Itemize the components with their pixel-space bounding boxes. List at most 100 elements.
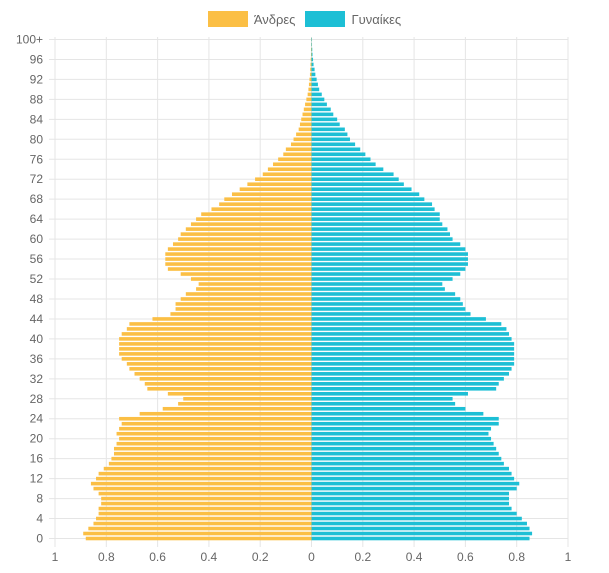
bar-females <box>312 312 471 316</box>
bar-females <box>312 357 515 361</box>
bar-females <box>312 48 313 52</box>
bar-females <box>312 407 466 411</box>
y-tick-label: 92 <box>30 72 44 86</box>
legend-item-females[interactable]: Γυναίκες <box>305 11 401 27</box>
bar-males <box>86 537 312 541</box>
bar-females <box>312 138 350 142</box>
bar-females <box>312 442 494 446</box>
bar-males <box>119 342 311 346</box>
bar-females <box>312 467 510 471</box>
y-tick-label: 40 <box>30 332 44 346</box>
bar-males <box>199 282 312 286</box>
bar-males <box>96 477 311 481</box>
bar-males <box>310 63 311 67</box>
x-tick-label: 1 <box>565 550 572 564</box>
bar-females <box>312 457 502 461</box>
legend-label-females: Γυναίκες <box>351 12 401 27</box>
bar-females <box>312 217 440 221</box>
bar-females <box>312 167 384 171</box>
bar-females <box>312 133 348 137</box>
bar-females <box>312 212 440 216</box>
bar-females <box>312 482 520 486</box>
bar-males <box>186 292 312 296</box>
bar-males <box>114 452 312 456</box>
bar-males <box>191 222 312 226</box>
bar-females <box>312 432 489 436</box>
bar-females <box>312 402 456 406</box>
bar-females <box>312 237 453 241</box>
bar-females <box>312 487 517 491</box>
bar-females <box>312 302 463 306</box>
bar-males <box>308 88 311 92</box>
bar-males <box>296 133 311 137</box>
bar-females <box>312 202 433 206</box>
bar-males <box>145 382 312 386</box>
bar-males <box>181 297 312 301</box>
bar-females <box>312 197 425 201</box>
legend: Άνδρες Γυναίκες <box>0 9 609 29</box>
bar-males <box>140 412 312 416</box>
bar-males <box>305 103 311 107</box>
bar-females <box>312 187 412 191</box>
bar-males <box>278 157 311 161</box>
legend-item-males[interactable]: Άνδρες <box>208 11 296 27</box>
bar-males <box>129 322 311 326</box>
bar-males <box>303 113 312 117</box>
bar-males <box>119 337 311 341</box>
bar-males <box>255 177 311 181</box>
bar-females <box>312 73 316 77</box>
y-tick-label: 60 <box>30 232 44 246</box>
bar-females <box>312 332 510 336</box>
y-tick-label: 0 <box>36 532 43 546</box>
bar-males <box>119 427 311 431</box>
bar-males <box>310 68 311 72</box>
bar-males <box>117 432 312 436</box>
bar-males <box>122 357 312 361</box>
bar-males <box>309 83 312 87</box>
bar-males <box>96 517 311 521</box>
bar-females <box>312 53 313 57</box>
bar-males <box>306 98 311 102</box>
legend-swatch-males <box>208 11 248 27</box>
bar-males <box>196 217 311 221</box>
bar-females <box>312 452 499 456</box>
bar-females <box>312 162 376 166</box>
bar-males <box>99 512 312 516</box>
bar-males <box>232 192 312 196</box>
bar-males <box>127 362 312 366</box>
x-tick-label: 0.4 <box>201 550 218 564</box>
bar-males <box>178 237 311 241</box>
legend-swatch-females <box>305 11 345 27</box>
x-tick-label: 0 <box>308 550 315 564</box>
bar-males <box>191 277 312 281</box>
bar-males <box>93 487 311 491</box>
bar-females <box>312 257 468 261</box>
bar-females <box>312 118 338 122</box>
x-tick-label: 0.8 <box>508 550 525 564</box>
bar-males <box>104 467 312 471</box>
bar-males <box>183 397 311 401</box>
bar-females <box>312 322 502 326</box>
bar-males <box>140 377 312 381</box>
bar-females <box>312 522 527 526</box>
bar-females <box>312 362 515 366</box>
bar-males <box>122 422 312 426</box>
bar-females <box>312 297 461 301</box>
bar-males <box>211 207 311 211</box>
bar-females <box>312 242 461 246</box>
bar-females <box>312 272 461 276</box>
bar-females <box>312 207 435 211</box>
bar-females <box>312 392 468 396</box>
bar-females <box>312 367 512 371</box>
bar-males <box>99 507 312 511</box>
bar-females <box>312 422 499 426</box>
bar-males <box>181 232 312 236</box>
bar-males <box>91 482 312 486</box>
bar-females <box>312 377 504 381</box>
bar-males <box>129 367 311 371</box>
bar-males <box>93 522 311 526</box>
bar-females <box>312 177 399 181</box>
bar-males <box>173 242 312 246</box>
bar-females <box>312 382 499 386</box>
bar-females <box>312 232 451 236</box>
